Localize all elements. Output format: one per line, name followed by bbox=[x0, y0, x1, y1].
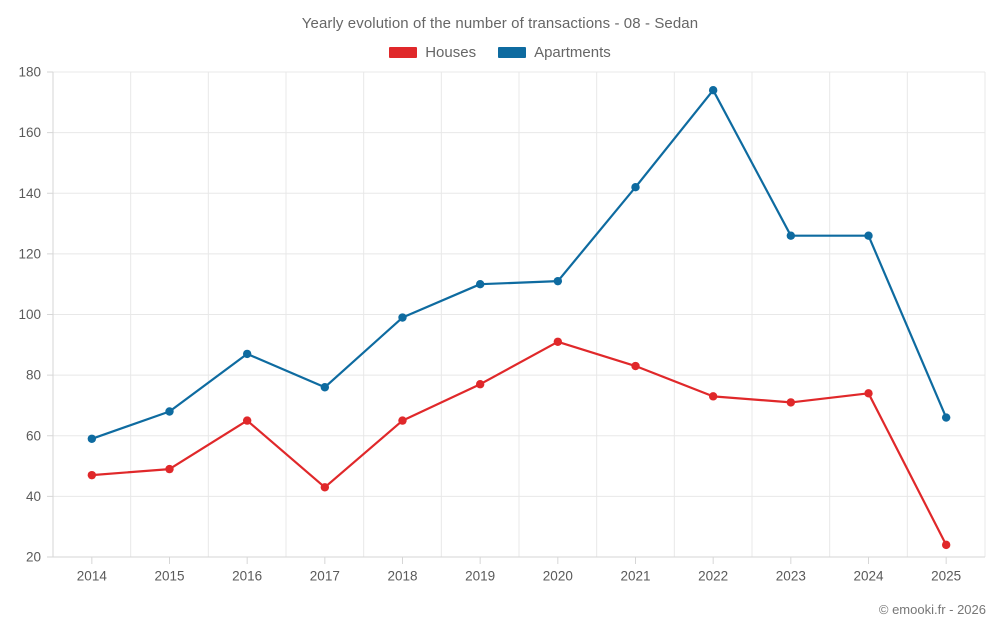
data-point-houses-2018[interactable] bbox=[398, 416, 407, 425]
x-tick-label: 2022 bbox=[698, 569, 728, 584]
x-tick-label: 2015 bbox=[154, 569, 184, 584]
data-point-apartments-2023[interactable] bbox=[786, 231, 796, 240]
data-point-apartments-2016[interactable] bbox=[242, 349, 252, 359]
data-point-houses-2024[interactable] bbox=[864, 389, 873, 398]
y-tick-label: 80 bbox=[26, 368, 41, 383]
x-tick-label: 2017 bbox=[310, 569, 340, 584]
data-point-houses-2017[interactable] bbox=[320, 483, 330, 492]
data-point-houses-2019[interactable] bbox=[475, 380, 485, 389]
legend-label-apartments: Apartments bbox=[534, 44, 611, 61]
data-point-apartments-2024[interactable] bbox=[864, 231, 873, 240]
chart-legend: Houses Apartments bbox=[0, 44, 1000, 61]
x-tick-label: 2025 bbox=[931, 569, 961, 584]
data-point-apartments-2014[interactable] bbox=[87, 434, 97, 443]
x-tick-label: 2018 bbox=[387, 569, 417, 584]
data-point-houses-2014[interactable] bbox=[87, 470, 97, 480]
data-point-apartments-2017[interactable] bbox=[320, 383, 330, 392]
data-point-houses-2020[interactable] bbox=[553, 337, 563, 346]
x-tick-label: 2014 bbox=[77, 569, 108, 584]
footer-credit: © emooki.fr - 2026 bbox=[878, 602, 986, 617]
x-tick-label: 2023 bbox=[776, 569, 806, 584]
data-point-houses-2021[interactable] bbox=[631, 361, 640, 371]
data-point-apartments-2022[interactable] bbox=[708, 85, 718, 95]
data-point-apartments-2019[interactable] bbox=[475, 279, 485, 289]
series-line-apartments bbox=[90, 89, 948, 440]
y-tick-label: 140 bbox=[18, 186, 41, 201]
data-point-apartments-2020[interactable] bbox=[553, 276, 563, 286]
x-tick-label: 2021 bbox=[620, 569, 650, 584]
y-tick-label: 20 bbox=[26, 550, 41, 565]
data-point-houses-2016[interactable] bbox=[242, 416, 252, 425]
data-point-apartments-2018[interactable] bbox=[398, 313, 407, 322]
data-point-houses-2015[interactable] bbox=[165, 464, 174, 474]
y-tick-label: 100 bbox=[18, 307, 41, 322]
x-tick-label: 2016 bbox=[232, 569, 262, 584]
x-tick-label: 2024 bbox=[853, 569, 884, 584]
data-point-houses-2023[interactable] bbox=[786, 398, 796, 407]
data-point-apartments-2025[interactable] bbox=[941, 413, 951, 422]
series-line-houses bbox=[90, 340, 948, 546]
y-tick-label: 60 bbox=[26, 428, 41, 443]
y-tick-label: 120 bbox=[18, 246, 41, 261]
data-point-apartments-2015[interactable] bbox=[165, 407, 174, 416]
legend-swatch-houses bbox=[389, 47, 418, 58]
data-point-houses-2022[interactable] bbox=[708, 392, 718, 401]
y-tick-label: 40 bbox=[26, 489, 41, 504]
x-tick-label: 2019 bbox=[465, 569, 495, 584]
data-point-apartments-2021[interactable] bbox=[631, 182, 640, 192]
legend-label-houses: Houses bbox=[425, 44, 477, 61]
y-tick-label: 160 bbox=[18, 125, 41, 140]
legend-item-houses[interactable]: Houses bbox=[389, 44, 476, 61]
data-point-houses-2025[interactable] bbox=[941, 540, 951, 550]
legend-swatch-apartments bbox=[498, 47, 527, 58]
chart-title: Yearly evolution of the number of transa… bbox=[301, 15, 699, 32]
legend-item-apartments[interactable]: Apartments bbox=[498, 44, 611, 61]
x-tick-label: 2020 bbox=[543, 569, 573, 584]
y-tick-label: 180 bbox=[18, 65, 41, 80]
